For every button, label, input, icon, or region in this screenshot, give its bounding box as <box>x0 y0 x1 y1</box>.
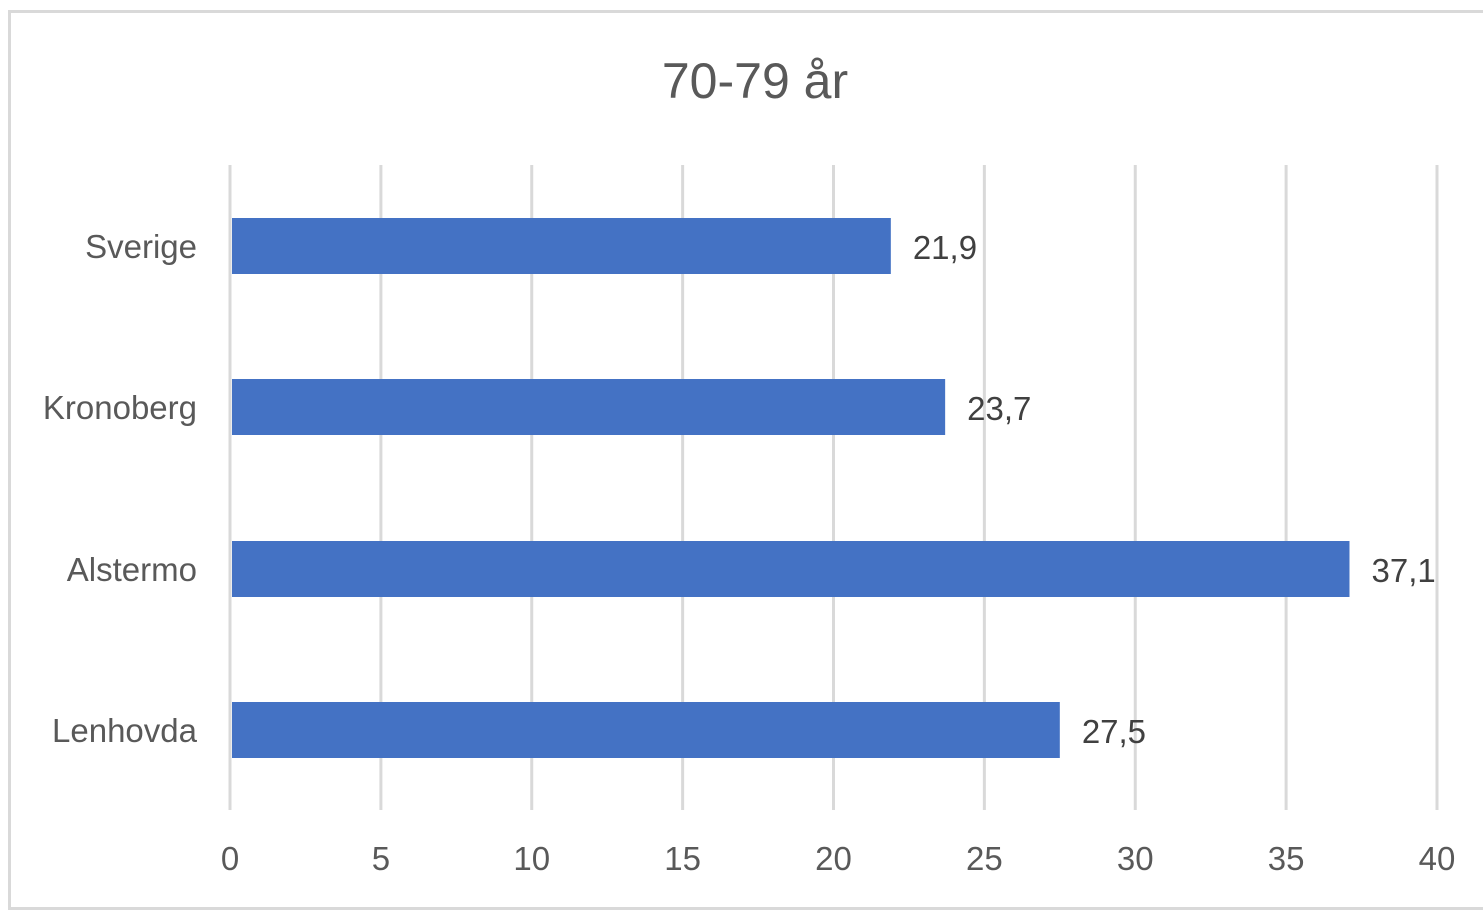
category-label: Lenhovda <box>52 712 198 749</box>
x-tick-label: 35 <box>1268 840 1305 877</box>
x-tick-label: 5 <box>372 840 390 877</box>
x-tick-label: 15 <box>664 840 701 877</box>
x-tick-label: 20 <box>815 840 852 877</box>
chart-title: 70-79 år <box>662 53 848 109</box>
x-tick-label: 30 <box>1117 840 1154 877</box>
x-tick-label: 25 <box>966 840 1003 877</box>
chart-frame <box>8 10 1483 910</box>
bars <box>232 218 1350 758</box>
x-tick-label: 10 <box>513 840 550 877</box>
x-tick-labels: 0 5 10 15 20 25 30 35 40 <box>221 840 1456 877</box>
data-label: 21,9 <box>913 229 977 266</box>
bar-lenhovda <box>232 702 1060 758</box>
x-tick-label: 0 <box>221 840 239 877</box>
data-label: 23,7 <box>967 390 1031 427</box>
data-label: 37,1 <box>1371 552 1435 589</box>
category-label: Kronoberg <box>43 389 197 426</box>
data-label: 27,5 <box>1082 713 1146 750</box>
category-label: Alstermo <box>67 551 197 588</box>
bar-sverige <box>232 218 891 274</box>
category-label: Sverige <box>85 228 197 265</box>
category-labels: Sverige Kronoberg Alstermo Lenhovda <box>43 228 198 749</box>
x-tick-label: 40 <box>1419 840 1456 877</box>
bar-kronoberg <box>232 379 946 435</box>
bar-alstermo <box>232 541 1350 597</box>
data-labels: 21,9 23,7 37,1 27,5 <box>913 229 1436 750</box>
